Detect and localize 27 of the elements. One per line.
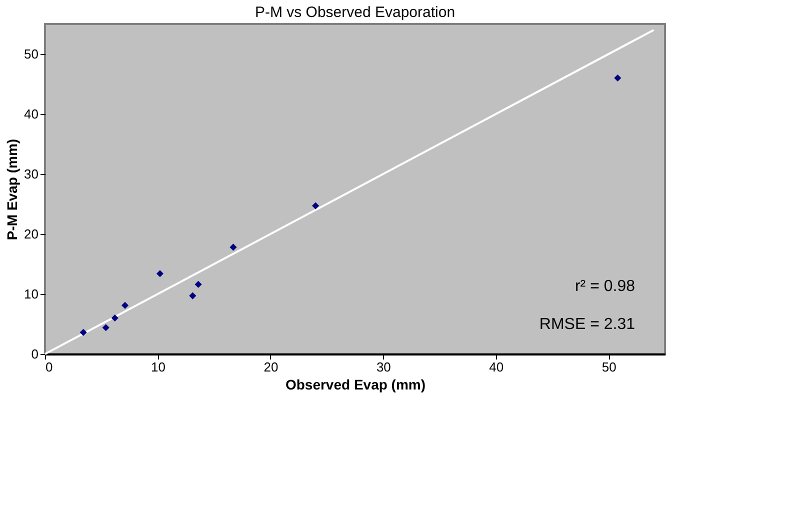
x-tick-label: 50 — [602, 360, 616, 374]
annotation: r² = 0.98 — [574, 278, 636, 295]
x-tick-label: 10 — [150, 360, 166, 374]
point — [189, 292, 196, 300]
y-tick-label: 0 — [31, 346, 38, 362]
x-tick-label: 20 — [264, 360, 278, 374]
y-axis-title: P-M Evap (mm) — [4, 138, 20, 240]
x-tick-label: 40 — [489, 360, 504, 374]
y-tick-label: 30 — [24, 166, 38, 182]
point — [80, 328, 87, 336]
point — [122, 302, 129, 309]
annotation: RMSE = 2.31 — [539, 316, 636, 333]
y-tick-label: 40 — [24, 106, 38, 122]
point — [614, 74, 622, 82]
y-tick-label: 20 — [24, 226, 38, 242]
point — [102, 324, 110, 332]
point — [111, 314, 118, 322]
x-tick-label: 30 — [376, 360, 391, 374]
point — [156, 270, 164, 278]
point — [194, 280, 202, 288]
x-axis-title: Observed Evap (mm) — [285, 376, 426, 392]
point — [312, 202, 320, 210]
point — [230, 244, 237, 251]
x-tick-label: 0 — [46, 360, 53, 374]
chart-title: P-M vs Observed Evaporation — [254, 4, 456, 21]
y-tick-label: 10 — [24, 286, 38, 302]
y-tick-label: 50 — [24, 46, 38, 62]
